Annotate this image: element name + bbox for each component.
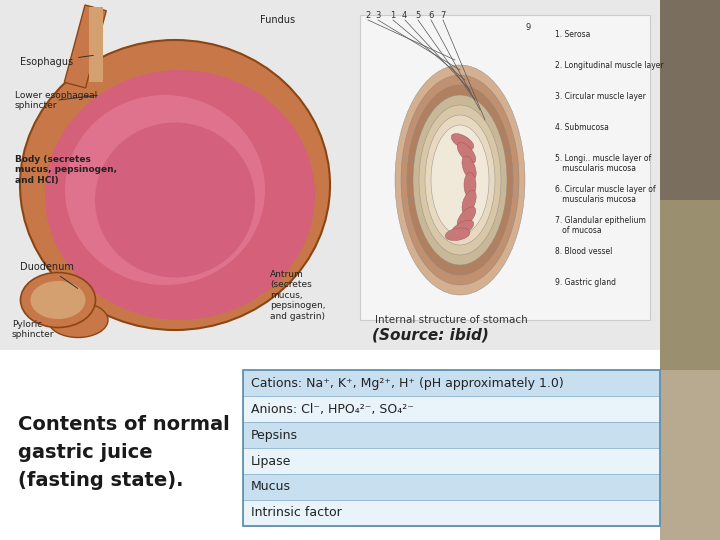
Ellipse shape — [413, 95, 507, 265]
Text: Body (secretes
mucus, pepsinogen,
and HCl): Body (secretes mucus, pepsinogen, and HC… — [15, 155, 117, 185]
Text: 2. Longitudinal muscle layer: 2. Longitudinal muscle layer — [555, 61, 664, 70]
Text: 4: 4 — [402, 11, 408, 20]
Ellipse shape — [457, 207, 476, 227]
Text: Internal structure of stomach: Internal structure of stomach — [375, 315, 528, 325]
Text: Contents of normal: Contents of normal — [18, 415, 230, 434]
Text: 1. Serosa: 1. Serosa — [555, 30, 590, 39]
Text: 1: 1 — [390, 11, 395, 20]
Text: Intrinsic factor: Intrinsic factor — [251, 507, 342, 519]
Bar — [0, 0, 720, 350]
Text: 7. Glandular epithelium
   of mucosa: 7. Glandular epithelium of mucosa — [555, 216, 646, 235]
Text: Lower esophageal
sphincter: Lower esophageal sphincter — [15, 91, 97, 110]
Ellipse shape — [462, 156, 476, 180]
Ellipse shape — [425, 115, 495, 245]
Bar — [243, 448, 660, 474]
Text: Cations: Na⁺, K⁺, Mg²⁺, H⁺ (pH approximately 1.0): Cations: Na⁺, K⁺, Mg²⁺, H⁺ (pH approxima… — [251, 376, 564, 389]
Text: 7: 7 — [440, 11, 446, 20]
Bar — [0, 350, 720, 540]
Text: Pyloric
sphincter: Pyloric sphincter — [12, 320, 55, 340]
Ellipse shape — [20, 273, 96, 327]
Bar — [64, 5, 107, 88]
Ellipse shape — [431, 125, 489, 235]
Ellipse shape — [395, 65, 525, 295]
Bar — [243, 474, 660, 500]
Ellipse shape — [462, 190, 476, 214]
Bar — [243, 370, 660, 396]
Ellipse shape — [30, 281, 86, 319]
Ellipse shape — [48, 302, 108, 338]
Bar — [360, 15, 650, 320]
Text: 6. Circular muscle layer of
   muscularis mucosa: 6. Circular muscle layer of muscularis m… — [555, 185, 656, 205]
Text: 3. Circular muscle layer: 3. Circular muscle layer — [555, 92, 646, 101]
Text: Antrum
(secretes
mucus,
pepsinogen,
and gastrin): Antrum (secretes mucus, pepsinogen, and … — [270, 270, 325, 321]
Bar — [660, 0, 720, 200]
Text: (fasting state).: (fasting state). — [18, 471, 184, 490]
Text: 2: 2 — [365, 11, 370, 20]
Text: Duodenum: Duodenum — [20, 262, 78, 288]
Text: (Source: ibid): (Source: ibid) — [372, 327, 488, 342]
Text: 6: 6 — [428, 11, 433, 20]
Ellipse shape — [65, 95, 265, 285]
Text: Esophagus: Esophagus — [20, 56, 94, 67]
Ellipse shape — [451, 133, 474, 150]
Bar — [89, 7, 103, 82]
Ellipse shape — [464, 172, 476, 198]
Bar — [243, 422, 660, 448]
Ellipse shape — [457, 143, 476, 163]
Ellipse shape — [95, 123, 255, 278]
Ellipse shape — [419, 105, 501, 255]
Bar — [243, 370, 660, 526]
Text: Mucus: Mucus — [251, 481, 291, 494]
Ellipse shape — [407, 85, 513, 275]
Text: 8. Blood vessel: 8. Blood vessel — [555, 247, 613, 256]
Text: 9. Gastric gland: 9. Gastric gland — [555, 278, 616, 287]
Bar — [660, 200, 720, 370]
Ellipse shape — [401, 75, 519, 285]
Text: 4. Submucosa: 4. Submucosa — [555, 123, 609, 132]
Text: Lipase: Lipase — [251, 455, 292, 468]
Bar — [243, 500, 660, 526]
Bar — [243, 396, 660, 422]
Text: Fundus: Fundus — [260, 15, 295, 25]
Text: 3: 3 — [375, 11, 380, 20]
Text: Pepsins: Pepsins — [251, 429, 298, 442]
Text: 5: 5 — [415, 11, 420, 20]
Text: gastric juice: gastric juice — [18, 443, 153, 462]
Ellipse shape — [20, 40, 330, 330]
Bar — [660, 370, 720, 540]
Text: 5. Longi.. muscle layer of
   muscularis mucosa: 5. Longi.. muscle layer of muscularis mu… — [555, 154, 652, 173]
Text: Anions: Cl⁻, HPO₄²⁻, SO₄²⁻: Anions: Cl⁻, HPO₄²⁻, SO₄²⁻ — [251, 402, 414, 415]
Ellipse shape — [451, 220, 474, 237]
Ellipse shape — [445, 228, 470, 240]
Ellipse shape — [45, 70, 315, 320]
Text: 9: 9 — [525, 23, 530, 32]
